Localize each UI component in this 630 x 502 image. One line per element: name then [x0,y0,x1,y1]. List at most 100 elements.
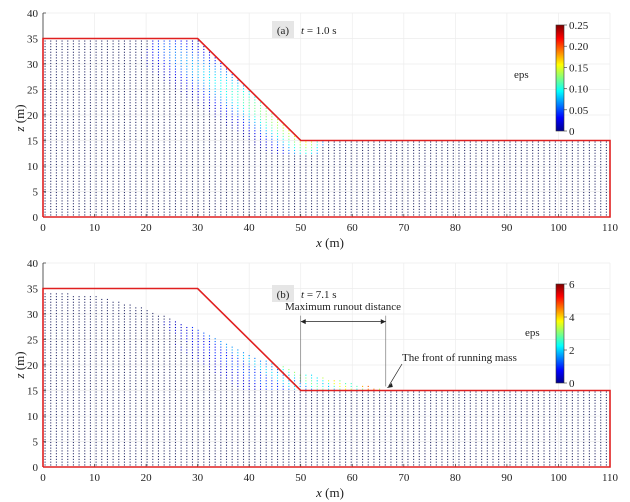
particle [469,191,471,194]
particle [214,194,216,196]
particle [129,127,131,129]
particle [191,441,194,444]
particle [231,116,233,118]
particle [203,68,205,70]
particle [95,205,97,208]
particle [67,456,69,458]
particle [345,180,347,182]
particle [123,57,125,59]
particle [486,144,488,146]
particle [55,191,57,194]
particle [560,447,562,449]
particle [566,183,568,185]
particle [537,456,539,458]
particle [146,141,148,143]
particle [163,158,165,160]
particle [95,99,97,101]
particle [464,464,466,466]
panel-a-grid [42,12,611,218]
particle [447,205,449,208]
particle [486,197,488,199]
particle [203,51,205,53]
particle [106,99,108,101]
particle [152,203,154,205]
particle [430,175,432,177]
particle [152,54,154,56]
particle [106,74,108,76]
particle [520,211,522,213]
particle [396,161,398,163]
particle [305,177,307,180]
particle [566,447,568,449]
particle [180,197,182,199]
particle [271,121,273,123]
particle [549,453,551,455]
particle [220,211,222,213]
particle [101,180,103,182]
particle [265,211,267,213]
particle [526,152,528,154]
particle [265,205,267,208]
particle [61,124,63,126]
particle [203,107,205,109]
particle [254,158,256,160]
particle [208,107,211,109]
particle [89,461,91,463]
particle [605,189,607,191]
particle [458,149,460,151]
particle [50,172,52,174]
particle [254,194,256,196]
particle [197,48,199,51]
particle [600,149,602,151]
particle [526,147,528,149]
particle [492,194,494,196]
particle [282,441,284,444]
particle [379,147,381,149]
particle [208,183,211,185]
particle [174,79,177,81]
particle [129,169,131,171]
particle [532,161,534,163]
particle [163,85,165,87]
particle [135,461,137,463]
particle [265,214,267,216]
particle [220,107,222,109]
particle [220,102,222,104]
particle [413,149,415,151]
particle [106,110,108,112]
particle [293,186,296,188]
particle [118,40,120,42]
particle [123,40,125,42]
particle [106,62,108,65]
particle [322,161,324,163]
particle [135,456,137,458]
particle [123,461,125,463]
particle [577,169,579,171]
particle [242,88,245,90]
particle [140,450,142,452]
particle [44,54,46,56]
particle [67,46,69,48]
particle [67,102,69,104]
particle [322,211,324,213]
particle [271,456,273,458]
particle [191,46,194,48]
particle [174,186,177,188]
particle [242,163,245,166]
particle [106,40,108,42]
particle [135,203,137,205]
particle [498,144,500,146]
particle [208,169,211,171]
particle [55,186,57,188]
particle [106,211,108,213]
particle [84,79,86,81]
particle [95,163,97,166]
particle [106,127,108,129]
particle [265,119,267,121]
particle [55,60,57,62]
particle [345,152,347,154]
particle [384,177,386,180]
particle [140,163,142,166]
particle [208,456,211,458]
particle [305,180,307,182]
